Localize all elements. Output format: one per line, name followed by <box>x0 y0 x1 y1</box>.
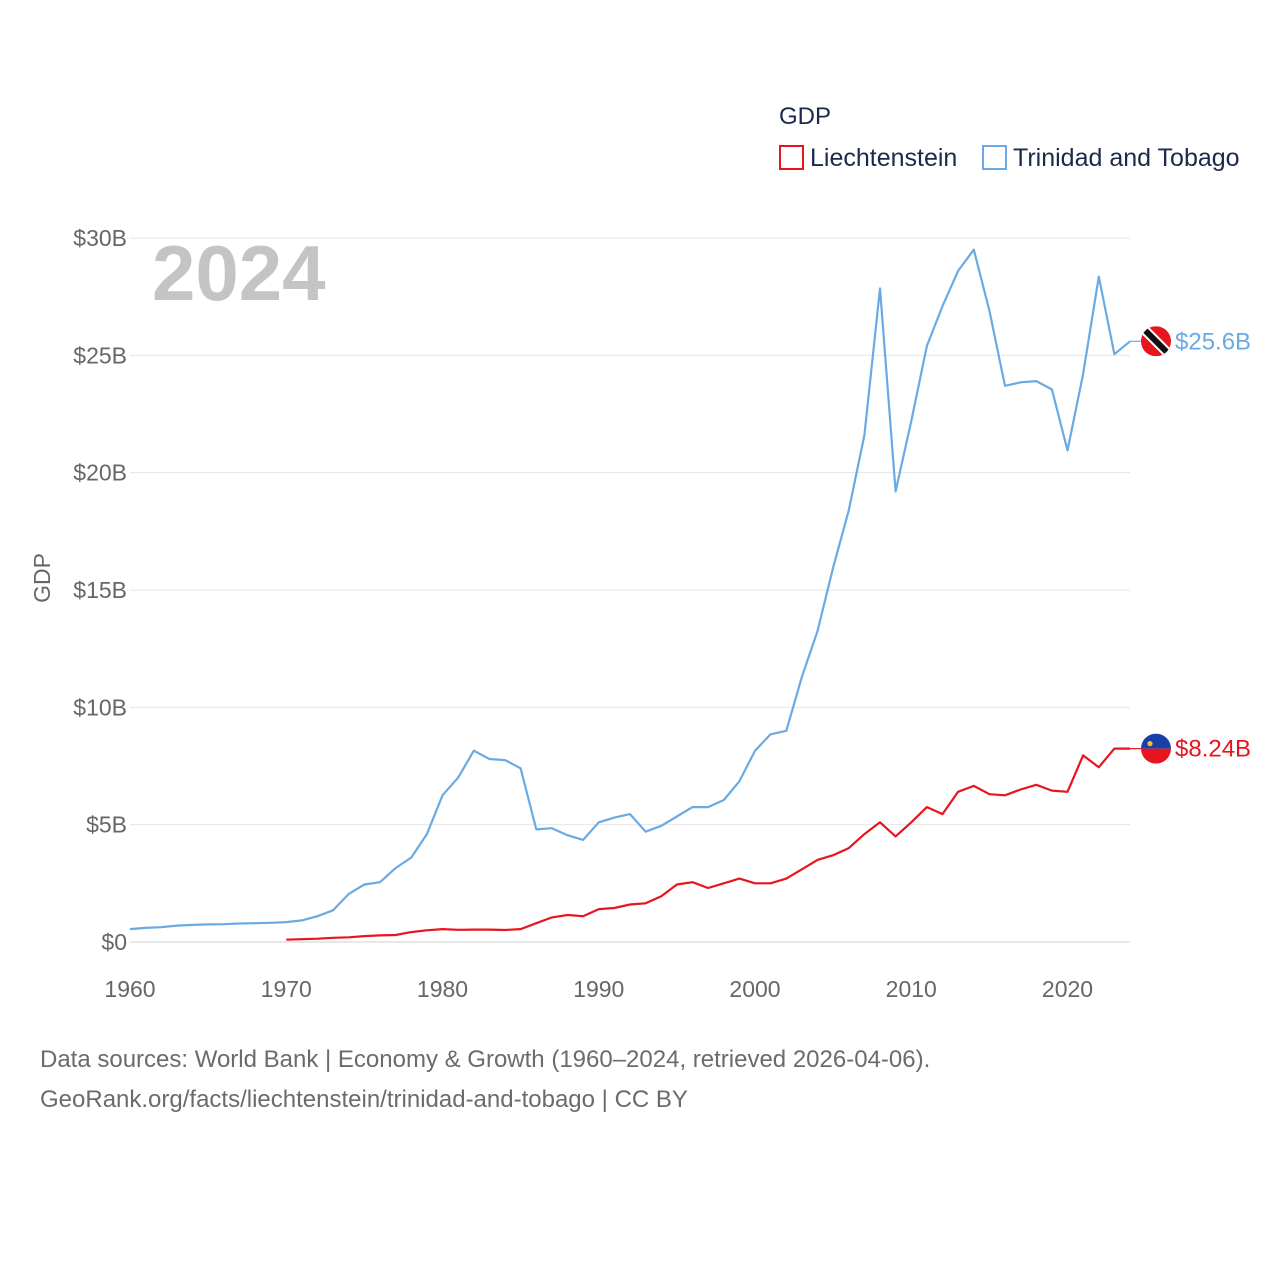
x-tick-label-2010: 2010 <box>886 976 937 1002</box>
footer-link[interactable]: GeoRank.org/facts/liechtenstein/trinidad… <box>40 1086 688 1113</box>
footer: Data sources: World Bank | Economy & Gro… <box>40 1040 930 1120</box>
trinidad-and-tobago-flag-icon <box>1141 326 1171 357</box>
x-tick-label-1970: 1970 <box>261 976 312 1002</box>
y-tick-label-25: $25B <box>73 342 127 368</box>
x-tick-label-2000: 2000 <box>729 976 780 1002</box>
legend-label-liechtenstein: Liechtenstein <box>810 144 957 172</box>
x-tick-label-2020: 2020 <box>1042 976 1093 1002</box>
legend-swatch-liechtenstein <box>779 145 804 170</box>
y-axis-tick-labels: $0 $5B $10B $15B $20B $25B $30B <box>73 225 127 955</box>
end-value-label-liechtenstein: $8.24B <box>1175 736 1251 763</box>
legend-item-trinidad-and-tobago[interactable]: Trinidad and Tobago <box>982 144 1240 172</box>
year-watermark: 2024 <box>152 229 326 317</box>
legend-title: GDP <box>779 103 831 130</box>
legend-label-trinidad-and-tobago: Trinidad and Tobago <box>1013 144 1240 172</box>
end-value-label-trinidad-and-tobago: $25.6B <box>1175 328 1251 355</box>
y-tick-label-15: $15B <box>73 577 127 603</box>
y-tick-label-0: $0 <box>101 929 127 955</box>
x-axis-tick-labels: 1960 1970 1980 1990 2000 2010 2020 <box>104 976 1093 1002</box>
grid-lines <box>130 237 1130 943</box>
legend-swatch-trinidad-and-tobago <box>982 145 1007 170</box>
legend-item-liechtenstein[interactable]: Liechtenstein <box>779 144 957 172</box>
liechtenstein-flag-icon <box>1141 733 1171 764</box>
y-tick-label-5: $5B <box>86 812 127 838</box>
y-tick-label-10: $10B <box>73 694 127 720</box>
x-tick-label-1980: 1980 <box>417 976 468 1002</box>
series-end-markers: $8.24B $25.6B <box>1130 326 1251 764</box>
x-tick-label-1960: 1960 <box>104 976 155 1002</box>
footer-sources: Data sources: World Bank | Economy & Gro… <box>40 1046 931 1073</box>
series-line-liechtenstein <box>286 747 1130 941</box>
series-line-trinidad-and-tobago <box>129 248 1131 931</box>
x-tick-label-1990: 1990 <box>573 976 624 1002</box>
y-tick-label-20: $20B <box>73 460 127 486</box>
series-lines <box>129 248 1131 941</box>
y-tick-label-30: $30B <box>73 225 127 251</box>
y-axis-title: GDP <box>29 553 55 603</box>
legend: GDP Liechtenstein Trinidad and Tobago <box>779 103 1240 172</box>
